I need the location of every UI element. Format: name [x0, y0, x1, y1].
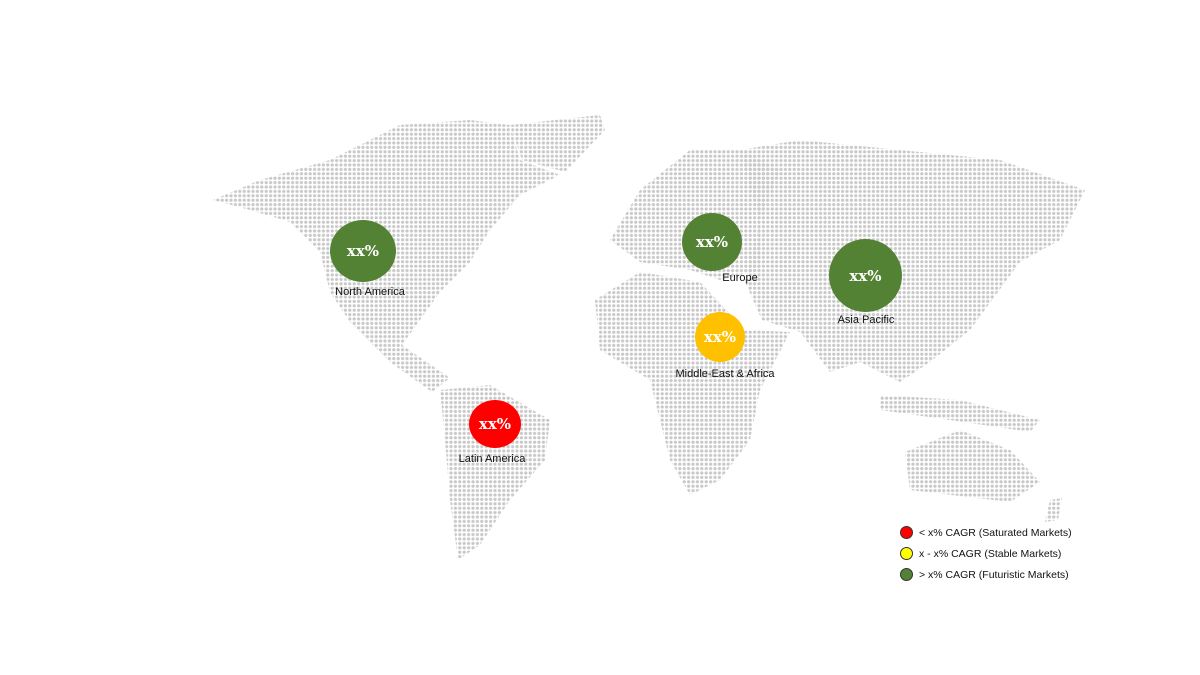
label-europe: Europe: [722, 272, 758, 284]
continent-greenland: [510, 115, 605, 172]
bubble-north-america: xx%: [330, 220, 396, 282]
label-asia-pacific: Asia Pacific: [837, 314, 895, 326]
label-north-america: North America: [335, 286, 405, 298]
legend-item-saturated: < x% CAGR (Saturated Markets): [900, 522, 1072, 543]
label-middle-east-africa: Middle-East & Africa: [675, 368, 775, 380]
bubble-latin-america: xx%: [469, 400, 521, 448]
continent-south-america: [440, 385, 550, 560]
yellow-dot-icon: [900, 547, 913, 560]
green-dot-icon: [900, 568, 913, 581]
continent-new-zealand: [1045, 498, 1062, 522]
legend-item-stable: x - x% CAGR (Stable Markets): [900, 543, 1072, 564]
continent-asia: [740, 140, 1085, 382]
bubble-europe: xx%: [682, 213, 742, 271]
continent-australia: [905, 430, 1040, 502]
label-latin-america: Latin America: [458, 453, 526, 465]
bubble-value: xx%: [849, 266, 882, 285]
continent-indonesia: [880, 395, 1040, 432]
bubble-asia-pacific: xx%: [829, 239, 902, 312]
legend-label: x - x% CAGR (Stable Markets): [919, 547, 1062, 560]
bubble-value: xx%: [703, 328, 737, 346]
legend-label: > x% CAGR (Futuristic Markets): [919, 568, 1069, 581]
legend-item-futuristic: > x% CAGR (Futuristic Markets): [900, 564, 1072, 585]
bubble-value: xx%: [695, 233, 729, 251]
bubble-value: xx%: [478, 415, 512, 433]
legend-label: < x% CAGR (Saturated Markets): [919, 526, 1072, 539]
bubble-middle-east-africa: xx%: [695, 312, 745, 362]
legend: < x% CAGR (Saturated Markets) x - x% CAG…: [900, 522, 1072, 585]
bubble-value: xx%: [346, 242, 380, 260]
red-dot-icon: [900, 526, 913, 539]
